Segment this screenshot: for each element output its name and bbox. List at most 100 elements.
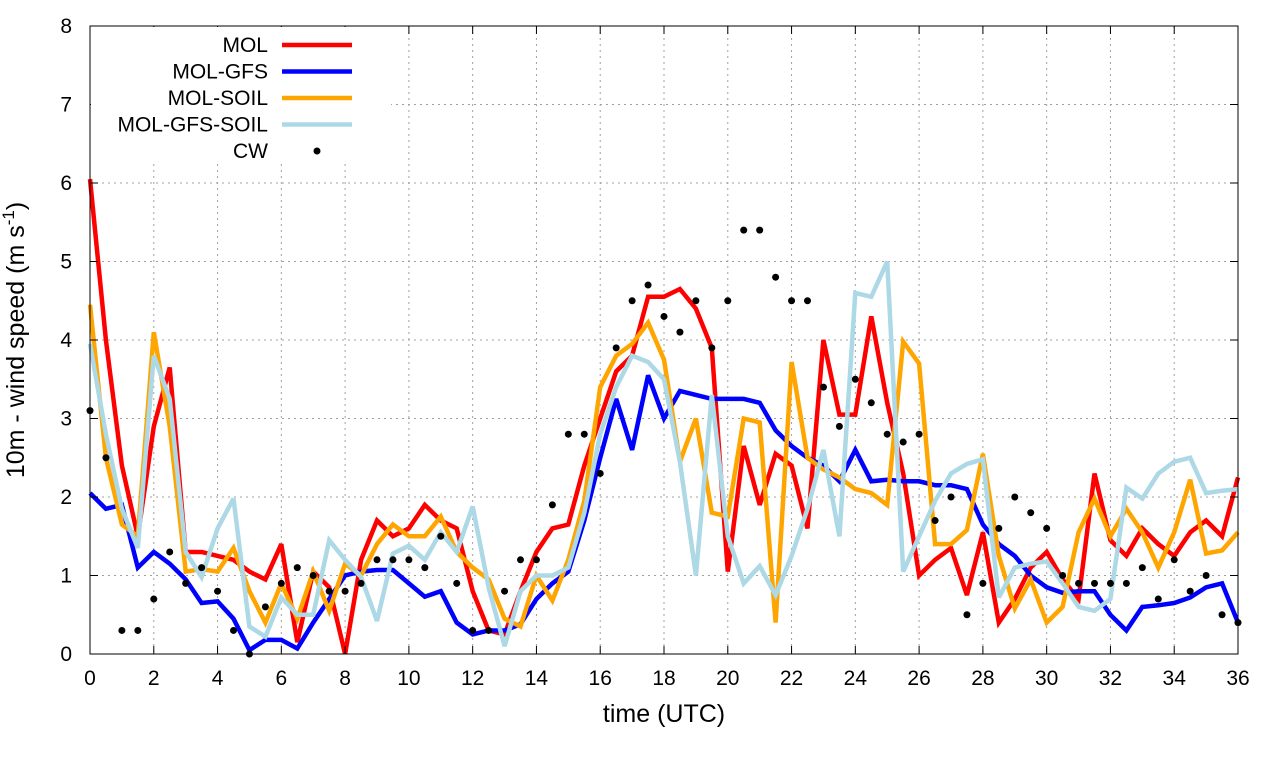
cw-point [198, 564, 206, 572]
cw-point [883, 430, 891, 438]
cw-point [150, 595, 158, 603]
y-axis-title-close: ) [2, 202, 30, 210]
cw-point [819, 383, 827, 391]
cw-point [1138, 564, 1146, 572]
x-tick-label: 26 [907, 667, 930, 690]
x-tick-label: 6 [275, 667, 287, 690]
cw-point [469, 626, 477, 634]
cw-point [676, 328, 684, 336]
y-tick-label: 1 [60, 565, 72, 588]
y-tick-label: 2 [60, 486, 72, 509]
cw-point [341, 587, 349, 595]
cw-point [421, 564, 429, 572]
x-tick-label: 0 [84, 667, 96, 690]
cw-point [214, 587, 222, 595]
cw-point [1218, 611, 1226, 619]
cw-point [947, 493, 955, 501]
cw-point [1043, 524, 1051, 532]
legend-box [91, 27, 391, 163]
cw-point [979, 579, 987, 587]
cw-point [501, 587, 509, 595]
x-tick-label: 36 [1226, 667, 1249, 690]
cw-point [1106, 579, 1114, 587]
x-tick-label: 22 [780, 667, 803, 690]
cw-point [580, 430, 588, 438]
x-tick-label: 24 [844, 667, 868, 690]
cw-point [357, 579, 365, 587]
x-tick-label: 8 [339, 667, 351, 690]
cw-point [851, 375, 859, 383]
x-tick-label: 2 [148, 667, 160, 690]
cw-point [660, 312, 668, 320]
x-tick-label: 14 [525, 667, 549, 690]
x-tick-label: 4 [212, 667, 224, 690]
cw-point [835, 422, 843, 430]
x-tick-label: 28 [971, 667, 994, 690]
legend-label: CW [233, 140, 268, 163]
cw-point [373, 556, 381, 564]
x-tick-label: 16 [589, 667, 612, 690]
y-axis-title-sup: -1 [0, 210, 18, 225]
cw-point [644, 281, 652, 289]
legend-label: MOL [222, 34, 268, 57]
cw-point [1027, 509, 1035, 517]
cw-point [230, 626, 237, 634]
cw-point [628, 297, 636, 305]
cw-point [517, 556, 524, 564]
cw-point [405, 556, 413, 564]
x-tick-label: 32 [1099, 667, 1122, 690]
y-tick-label: 5 [60, 251, 72, 274]
cw-point [963, 611, 971, 619]
cw-point [772, 273, 780, 281]
legend: MOL MOL-GFS MOL-SOIL MOL-GFS-SOIL CW [91, 27, 391, 163]
x-tick-label: 30 [1035, 667, 1058, 690]
x-axis-title: time (UTC) [603, 700, 725, 728]
cw-point [102, 454, 110, 462]
cw-point [612, 344, 620, 352]
cw-point [931, 517, 939, 525]
cw-point [740, 226, 748, 234]
x-tick-label: 18 [652, 667, 675, 690]
cw-point [788, 297, 796, 305]
cw-point [134, 626, 142, 634]
series-line-mol [87, 178, 1241, 655]
cw-point [485, 626, 493, 634]
series-line-mol-gfs-soil [87, 260, 1239, 647]
cw-point [995, 524, 1003, 532]
cw-point [1186, 587, 1194, 595]
cw-point [692, 297, 700, 305]
cw-point [277, 579, 285, 587]
cw-point [293, 564, 301, 572]
cw-point [532, 556, 540, 564]
cw-point [724, 297, 732, 305]
cw-point [596, 469, 604, 477]
cw-point [166, 548, 174, 556]
legend-label: MOL-SOIL [168, 87, 268, 110]
cw-point [548, 501, 556, 509]
cw-point [118, 626, 126, 634]
cw-point [1170, 556, 1178, 564]
y-tick-label: 6 [60, 172, 72, 195]
cw-observations [86, 226, 1242, 658]
y-tick-label: 8 [60, 15, 72, 38]
cw-point [437, 532, 445, 540]
x-tick-label: 10 [397, 667, 420, 690]
y-axis-title-main: 10m - wind speed (m s [2, 225, 30, 478]
cw-point [1011, 493, 1019, 501]
x-tick-label: 20 [716, 667, 739, 690]
series-line-mol-gfs [88, 374, 1241, 654]
cw-point [708, 344, 716, 352]
cw-point [867, 399, 875, 407]
cw-point [804, 297, 811, 305]
cw-point [325, 587, 333, 595]
cw-point [564, 430, 572, 438]
legend-label: MOL-GFS-SOIL [117, 114, 268, 137]
y-tick-label: 0 [60, 643, 72, 666]
y-tick-label: 3 [60, 408, 72, 431]
axis-ticks: 0 2 4 6 8 10 12 14 16 18 20 22 24 26 28 30 32 34 360123456… [60, 15, 1249, 690]
cw-point [899, 438, 907, 446]
y-axis-title: 10m - wind speed (m s-1) [0, 202, 30, 478]
cw-point [756, 226, 764, 234]
cw-point [389, 556, 397, 564]
